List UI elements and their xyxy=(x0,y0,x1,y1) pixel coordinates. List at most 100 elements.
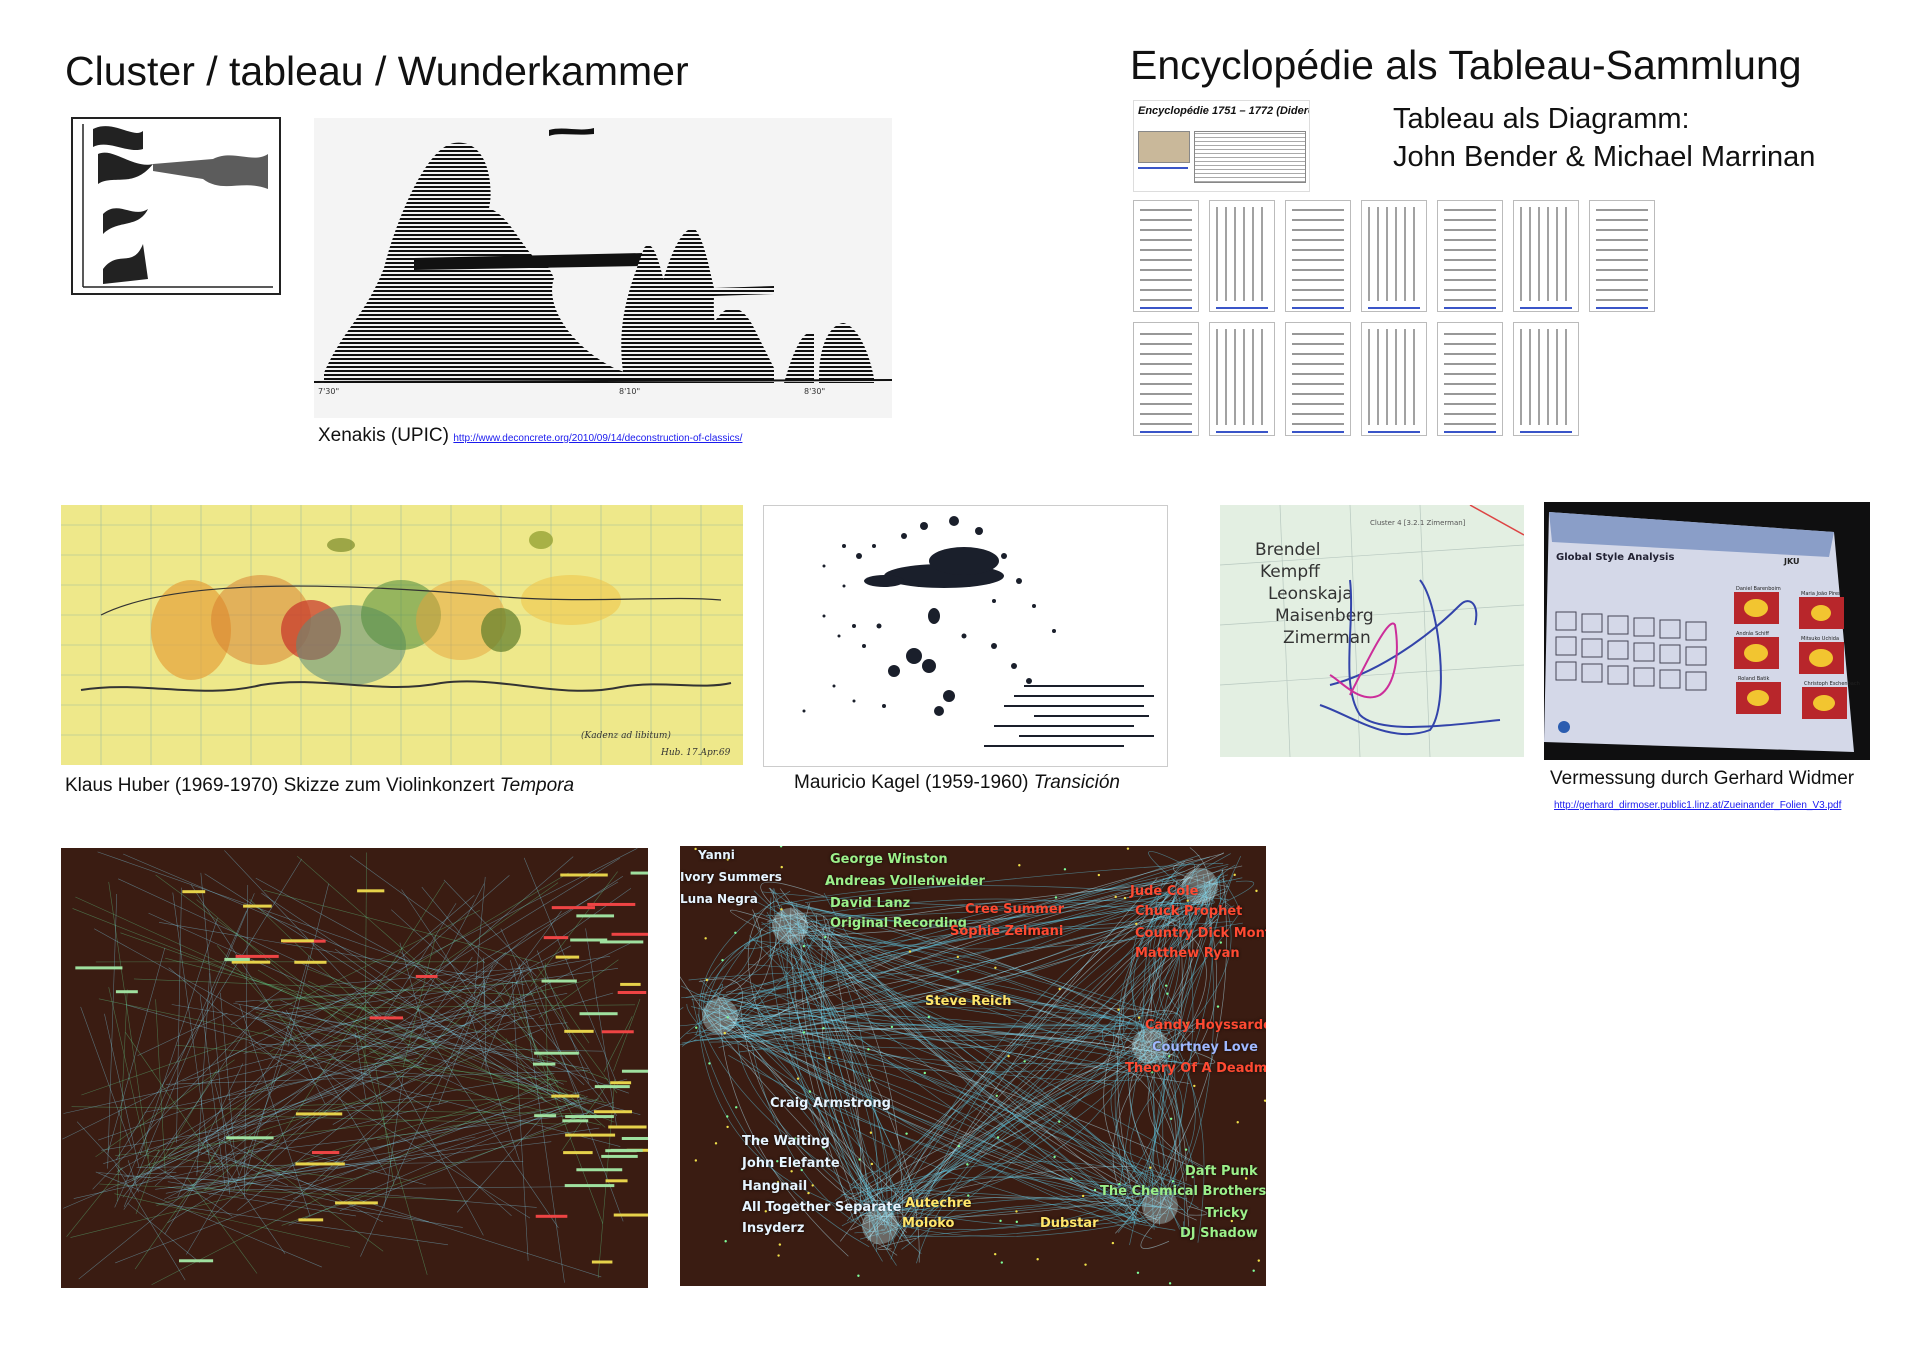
network-edge xyxy=(703,1032,1131,1170)
network-edge xyxy=(282,1002,511,1211)
network-edge xyxy=(879,1171,1171,1230)
network-node xyxy=(1111,1241,1115,1245)
network-edge xyxy=(259,980,542,1002)
network-edge xyxy=(740,1005,899,1230)
network-hub xyxy=(1182,868,1218,904)
network-edge xyxy=(500,1080,607,1104)
network-node-label xyxy=(560,873,608,877)
network-node-label xyxy=(599,940,644,944)
network-edge xyxy=(165,1175,537,1208)
network-hub xyxy=(772,908,808,944)
encyclopedie-plate-thumb xyxy=(1133,200,1199,312)
network-node xyxy=(1169,1117,1173,1120)
network-node-label xyxy=(295,1112,343,1116)
network-edge xyxy=(228,1053,419,1101)
artist-label: Steve Reich xyxy=(925,994,1012,1009)
widmer-link[interactable]: http://gerhard_dirmoser.public1.linz.at/… xyxy=(1554,800,1842,811)
network-edge xyxy=(287,883,329,1047)
network-edge xyxy=(127,1202,201,1263)
network-edge xyxy=(358,1068,454,1078)
network-node-label xyxy=(605,1179,628,1183)
network-node-label xyxy=(564,1184,615,1188)
network-node xyxy=(865,903,868,906)
network-edge xyxy=(280,999,512,1111)
network-node xyxy=(1097,873,1101,877)
network-node-label xyxy=(294,960,327,964)
encyclopedie-plate-link xyxy=(1444,431,1496,433)
network-edge xyxy=(702,1000,1136,1207)
network-edge xyxy=(187,856,574,1190)
encyclopedie-plate-link xyxy=(1596,307,1648,309)
network-edge xyxy=(756,1006,882,1218)
network-node-label xyxy=(601,1030,634,1034)
artist-label: Tricky xyxy=(1205,1206,1249,1221)
network-edge xyxy=(766,880,1228,917)
network-edge xyxy=(246,1148,384,1252)
network-edge xyxy=(1116,889,1213,1198)
network-edge xyxy=(154,945,571,1170)
network-edge xyxy=(409,956,473,1050)
widmer-plot-photo: Cluster 4 [3.2.1 Zimerman] Brendel Kempf… xyxy=(1220,505,1524,757)
network-edge xyxy=(157,1166,233,1217)
network-edge xyxy=(703,926,835,1022)
network-edge xyxy=(859,1181,1131,1212)
network-node-label xyxy=(369,1016,404,1020)
network-edge xyxy=(872,1216,1162,1237)
network-edge xyxy=(167,1108,260,1158)
network-edge xyxy=(334,948,548,1102)
network-edge xyxy=(1129,1048,1171,1194)
network-edge xyxy=(332,1016,523,1125)
encyclopedie-plate-link xyxy=(1216,431,1268,433)
network-edge xyxy=(530,871,618,987)
network-edge xyxy=(225,1186,568,1191)
network-node-label xyxy=(630,871,648,875)
network-edge xyxy=(171,1004,430,1049)
network-edge xyxy=(156,1094,513,1206)
network-edge xyxy=(125,1032,222,1171)
network-node xyxy=(1054,896,1058,899)
network-edge xyxy=(391,909,585,1086)
network-edge xyxy=(165,957,405,1019)
network-edge xyxy=(865,910,1195,1222)
network-node xyxy=(822,1026,825,1030)
network-node-label xyxy=(335,1201,378,1205)
network-edge xyxy=(116,881,619,1172)
right-subtitle: Tableau als Diagramm: John Bender & Mich… xyxy=(1393,100,1815,176)
network-edge xyxy=(761,1028,1168,1055)
network-node-label xyxy=(551,1094,580,1098)
network-edge xyxy=(686,1003,705,1032)
network-edge xyxy=(108,881,150,1159)
network-edge xyxy=(865,1023,1157,1235)
network-edge xyxy=(255,1011,409,1063)
network-edge xyxy=(166,1066,414,1151)
encyclopedie-plate-engraving xyxy=(1368,329,1420,425)
network-edge xyxy=(474,876,486,997)
network-node xyxy=(867,1048,870,1051)
network-edge xyxy=(263,1033,288,1045)
network-node-label xyxy=(620,982,641,986)
xenakis-caption-row: Xenakis (UPIC) http://www.deconcrete.org… xyxy=(318,425,742,447)
encyclopedie-plate-thumb xyxy=(1513,200,1579,312)
network-node-label xyxy=(235,954,279,958)
network-node xyxy=(1114,895,1117,899)
network-node xyxy=(923,1071,926,1075)
network-hub xyxy=(1142,1188,1178,1224)
network-edge xyxy=(692,998,870,1248)
xenakis-link[interactable]: http://www.deconcrete.org/2010/09/14/dec… xyxy=(453,433,743,444)
network-edge xyxy=(289,1004,636,1009)
network-edge xyxy=(226,848,638,1059)
network-edge xyxy=(760,881,825,904)
network-node xyxy=(908,950,912,953)
time-mark-1: 7'30" xyxy=(318,387,339,396)
network-edge xyxy=(1147,1023,1196,1204)
network-edge xyxy=(255,968,619,1018)
network-node xyxy=(1123,896,1127,900)
network-node xyxy=(1084,1263,1087,1266)
network-edge xyxy=(354,1031,367,1100)
network-edge xyxy=(785,852,1225,937)
screen-name-4: Mitsuko Uchida xyxy=(1801,636,1839,642)
network-node-label xyxy=(182,890,206,894)
network-node xyxy=(857,1274,860,1277)
network-edge xyxy=(148,912,604,1119)
network-edge xyxy=(1110,1063,1147,1190)
